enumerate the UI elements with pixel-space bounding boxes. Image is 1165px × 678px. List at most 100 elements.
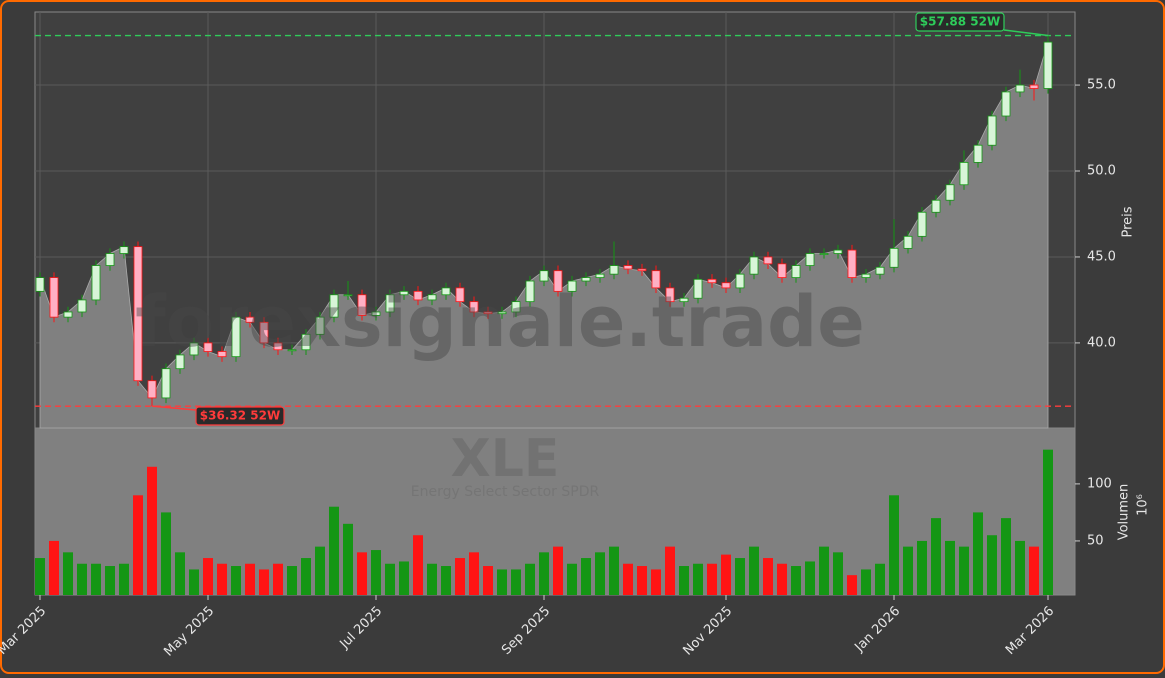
candle-body	[147, 380, 157, 399]
candle-body	[469, 301, 479, 313]
volume-bar	[175, 552, 185, 595]
candle-body	[245, 316, 255, 323]
candle-body	[497, 311, 507, 315]
volume-bar	[161, 512, 171, 595]
volume-bar	[217, 563, 227, 595]
annotation-box	[195, 406, 285, 426]
volume-bar	[287, 566, 297, 595]
annotation-arrow	[151, 405, 197, 411]
candle-body	[427, 294, 437, 301]
volume-bar	[483, 566, 493, 595]
volume-bar	[819, 546, 829, 595]
candle-body	[441, 287, 451, 296]
volume-bar	[511, 569, 521, 595]
candle-body	[693, 278, 703, 299]
volume-bar	[427, 563, 437, 595]
candle-body	[1015, 84, 1025, 93]
candle-body	[105, 253, 115, 266]
annotation-box	[915, 12, 1005, 32]
volume-bar	[917, 540, 927, 595]
volume-bar	[343, 523, 353, 595]
candle-body	[917, 211, 927, 237]
candle-body	[651, 270, 661, 289]
volume-bar	[651, 569, 661, 595]
subtitle: Energy Select Sector SPDR	[411, 484, 600, 500]
volume-bar	[987, 535, 997, 595]
volume-bar	[371, 550, 381, 595]
volume-bar	[679, 566, 689, 595]
volume-bar	[273, 563, 283, 595]
volume-bar	[777, 563, 787, 595]
volume-bar	[525, 563, 535, 595]
volume-bar	[693, 563, 703, 595]
candle-body	[483, 311, 493, 315]
candle-body	[189, 342, 199, 356]
candle-body	[833, 249, 843, 254]
volume-bar	[1029, 546, 1039, 595]
volume-bar	[735, 558, 745, 595]
volume-bar	[357, 552, 367, 595]
volume-bar	[637, 566, 647, 595]
candle-body	[973, 144, 983, 163]
price-area	[39, 41, 1049, 429]
candle-body	[301, 333, 311, 351]
y-tick-label: 45.0	[1087, 249, 1116, 264]
volume-bar	[931, 518, 941, 595]
candle-body	[749, 256, 759, 275]
candle-body	[567, 280, 577, 292]
volume-bar	[595, 552, 605, 595]
volume-bar	[833, 552, 843, 595]
volume-bar	[749, 546, 759, 595]
candle-body	[413, 290, 423, 301]
candle-body	[581, 277, 591, 282]
candle-body	[175, 354, 185, 370]
candle-body	[609, 265, 619, 275]
volume-bar	[35, 558, 45, 595]
candle-body	[161, 368, 171, 399]
candle-body	[357, 294, 367, 316]
volume-bar	[441, 566, 451, 595]
candle-body	[287, 349, 297, 352]
volume-bar	[581, 558, 591, 595]
volume-bar	[875, 563, 885, 595]
volume-bar	[329, 506, 339, 595]
candle-body	[805, 253, 815, 266]
candle-body	[77, 299, 87, 313]
volume-tick-label: 100	[1087, 476, 1112, 491]
volume-bar	[973, 512, 983, 595]
candle-body	[791, 265, 801, 278]
candle-body	[133, 246, 143, 382]
candle-body	[889, 247, 899, 268]
candle-body	[343, 294, 353, 297]
volume-bar	[1015, 540, 1025, 595]
volume-bar	[903, 546, 913, 595]
candle-body	[399, 290, 409, 296]
candle-body	[1029, 84, 1039, 89]
y-tick-label: 40.0	[1087, 335, 1116, 350]
volume-bar	[553, 546, 563, 595]
candle-body	[665, 287, 675, 303]
y-tick-label: 50.0	[1087, 164, 1116, 179]
candle-body	[903, 235, 913, 249]
candle-body	[91, 265, 101, 301]
candle-body	[679, 297, 689, 303]
volume-bar	[413, 535, 423, 595]
volume-bar	[245, 563, 255, 595]
candle-body	[945, 184, 955, 201]
candle-body	[847, 249, 857, 278]
candle-body	[455, 287, 465, 303]
candle-body	[539, 270, 549, 282]
volume-bar	[133, 495, 143, 595]
volume-bar	[469, 552, 479, 595]
candle-body	[217, 351, 227, 358]
candle-body	[777, 263, 787, 278]
candle-body	[259, 321, 269, 344]
volume-bar	[49, 540, 59, 595]
volume-bar	[399, 561, 409, 595]
volume-bar	[861, 569, 871, 595]
candle-body	[231, 316, 241, 358]
volume-bar	[847, 575, 857, 595]
candle-body	[987, 115, 997, 146]
volume-label: Volumen	[1117, 484, 1132, 541]
volume-bar	[147, 466, 157, 595]
